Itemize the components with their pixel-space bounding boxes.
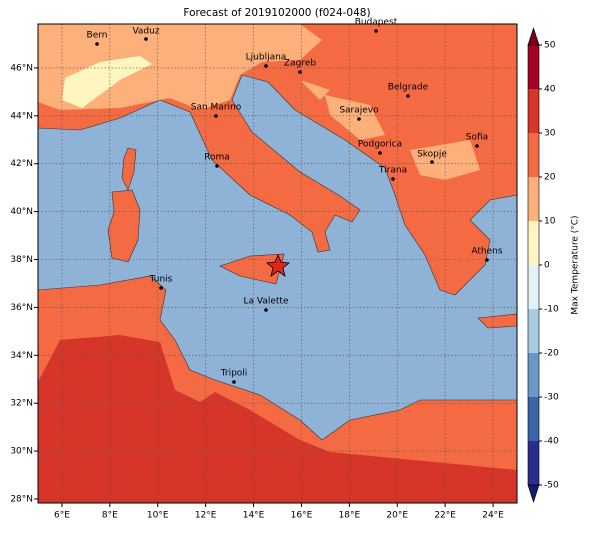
lat-tick-label: 30°N xyxy=(10,447,33,457)
lat-tick-label: 34°N xyxy=(10,351,33,361)
city-label: Tripoli xyxy=(220,369,248,379)
land-sicily xyxy=(219,253,285,285)
lon-tick-label: 24°E xyxy=(482,511,504,521)
lat-tick-label: 28°N xyxy=(10,495,33,505)
city-dot xyxy=(485,258,489,262)
lon-tick-label: 8°E xyxy=(102,511,118,521)
colorbar-tick-label: -40 xyxy=(544,437,559,447)
colorbar-segment xyxy=(528,397,539,441)
colorbar-segment xyxy=(528,265,539,309)
colorbar-tick-label: 40 xyxy=(544,85,556,95)
city-label: Zagreb xyxy=(284,59,316,69)
city-label: Vaduz xyxy=(132,27,159,37)
land-hot xyxy=(38,335,517,503)
city-label: Ljubljana xyxy=(246,53,287,63)
city-dot xyxy=(430,160,434,164)
city-label: Athens xyxy=(471,247,502,257)
city-label: Bern xyxy=(87,31,108,41)
city-dot xyxy=(475,144,479,148)
city-label: Sofia xyxy=(466,133,488,143)
colorbar-tick-label: -30 xyxy=(544,393,559,403)
city-dot xyxy=(264,64,268,68)
city-dot xyxy=(159,286,163,290)
colorbar-label: Max Temperature (°C) xyxy=(571,215,581,314)
city-dot xyxy=(374,29,378,33)
city-label: San Marino xyxy=(191,103,242,113)
land-cool xyxy=(38,24,322,110)
colorbar-segment xyxy=(528,133,539,177)
land-cool xyxy=(410,140,480,180)
city-dot xyxy=(214,114,218,118)
title: Forecast of 2019102000 (f024-048) xyxy=(183,7,370,19)
city-label: Podgorica xyxy=(358,140,402,150)
map-frame xyxy=(37,23,518,504)
city-label: Belgrade xyxy=(388,83,429,93)
colorbar-extend xyxy=(527,27,540,46)
city-dot xyxy=(264,308,268,312)
city-dot xyxy=(144,37,148,41)
colorbar-segment xyxy=(528,441,539,485)
lat-tick-label: 36°N xyxy=(10,303,33,313)
colorbar-segment xyxy=(528,89,539,133)
colorbar-tick-label: 50 xyxy=(544,41,556,51)
colorbar-segment xyxy=(528,177,539,221)
land-sardinia xyxy=(107,189,141,263)
lat-tick-label: 38°N xyxy=(10,255,33,265)
lon-tick-label: 14°E xyxy=(243,511,265,521)
city-label: Tirana xyxy=(378,166,407,176)
colorbar-tick-label: -50 xyxy=(544,481,559,491)
lat-tick-label: 44°N xyxy=(10,111,33,121)
land-corsica xyxy=(121,147,137,191)
lat-tick-label: 32°N xyxy=(10,399,33,409)
lon-tick-label: 18°E xyxy=(339,511,361,521)
city-dot xyxy=(215,164,219,168)
lon-tick-label: 6°E xyxy=(54,511,70,521)
city-dot xyxy=(232,380,236,384)
city-label: Sarajevo xyxy=(339,106,379,116)
city-label: Tunis xyxy=(149,275,173,285)
land-cool xyxy=(300,80,330,100)
colorbar-segment xyxy=(528,353,539,397)
colorbar-extend xyxy=(527,484,540,503)
lat-tick-label: 40°N xyxy=(10,207,33,217)
city-dot xyxy=(298,70,302,74)
city-dot xyxy=(357,117,361,121)
colorbar: -50 -40 -30 -20 -10 0 10 20 30 40 50 xyxy=(527,27,559,503)
lon-tick-label: 12°E xyxy=(195,511,217,521)
colorbar-tick-label: -10 xyxy=(544,305,559,315)
city-label: Roma xyxy=(204,153,230,163)
city-label: La Valette xyxy=(244,297,289,307)
colorbar-segment xyxy=(528,221,539,265)
colorbar-tick-label: -20 xyxy=(544,349,559,359)
lon-tick-label: 20°E xyxy=(386,511,408,521)
lat-tick-label: 42°N xyxy=(10,159,33,169)
lon-tick-label: 22°E xyxy=(434,511,456,521)
colorbar-segment xyxy=(528,309,539,353)
lon-tick-label: 10°E xyxy=(147,511,169,521)
colorbar-tick-label: 0 xyxy=(544,261,550,271)
city-label: Skopje xyxy=(417,150,447,160)
colorbar-segment xyxy=(528,45,539,89)
city-dot xyxy=(391,177,395,181)
city-dot xyxy=(95,42,99,46)
city-label: Budapest xyxy=(355,18,398,28)
city-dot xyxy=(378,151,382,155)
land-cold xyxy=(62,56,152,108)
colorbar-tick-label: 20 xyxy=(544,173,556,183)
city-dot xyxy=(406,94,410,98)
star-marker xyxy=(266,253,290,277)
colorbar-tick-label: 10 xyxy=(544,217,556,227)
lat-tick-label: 46°N xyxy=(10,63,33,73)
lon-tick-label: 16°E xyxy=(291,511,313,521)
colorbar-tick-label: 30 xyxy=(544,129,556,139)
land-cool xyxy=(325,95,385,140)
